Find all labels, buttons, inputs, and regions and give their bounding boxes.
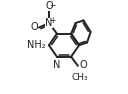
Text: O: O: [45, 1, 53, 11]
Text: N: N: [45, 18, 53, 28]
Text: +: +: [49, 16, 56, 25]
Text: CH₃: CH₃: [72, 73, 88, 82]
Text: O: O: [79, 60, 87, 70]
Text: O: O: [31, 22, 38, 32]
Text: −: −: [49, 1, 56, 10]
Text: NH₂: NH₂: [27, 40, 45, 50]
Text: N: N: [53, 60, 61, 70]
